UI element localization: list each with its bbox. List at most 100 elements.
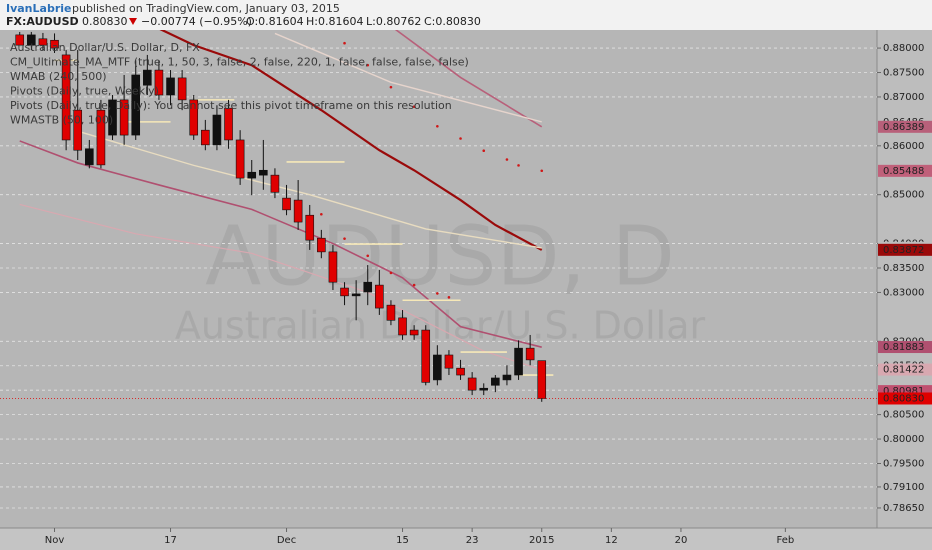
candle-body [27, 34, 36, 46]
plot [0, 30, 877, 509]
legend-entry: CM_Ultimate_MA_MTF (true, 1, 50, 3, fals… [10, 56, 469, 69]
candle-body [270, 174, 280, 193]
x-tick-label: Feb [776, 535, 794, 546]
candle-body [398, 317, 407, 336]
pivot-dot [389, 271, 393, 275]
candle-body [15, 34, 25, 46]
x-axis-bg [0, 528, 932, 550]
candle-body [96, 109, 106, 166]
plot-bg [0, 30, 877, 528]
candle-body [154, 69, 164, 96]
candle-body [247, 171, 257, 179]
x-tick-label: 23 [466, 535, 479, 546]
candle-body [433, 354, 442, 381]
candle-body [502, 374, 512, 381]
candle-body [293, 199, 303, 223]
symbol: FX:AUDUSD [6, 15, 79, 28]
pivot-dot [366, 254, 370, 258]
candle-body [212, 114, 222, 146]
legend-entry: Australian Dollar/U.S. Dollar, D, FX [10, 41, 200, 54]
watermark-symbol: AUDUSD, D [205, 209, 675, 304]
price-label: 0.80981 [883, 386, 924, 397]
ma-line [77, 130, 542, 249]
pivot-dot [540, 169, 544, 173]
legend-entry: WMASTB (50, 100) [10, 114, 113, 127]
candle-body [305, 214, 315, 241]
pivot-dot [366, 63, 370, 67]
x-tick-label: Dec [277, 535, 296, 546]
candle-body [189, 99, 199, 136]
price-label-bg [878, 341, 932, 354]
price-label: 0.83872 [883, 245, 924, 256]
y-tick-label: 0.80500 [883, 410, 924, 421]
candle-body [50, 39, 59, 49]
author[interactable]: IvanLabrie [6, 2, 71, 15]
y-tick-label: 0.83000 [883, 287, 924, 298]
candle-body [61, 54, 71, 141]
y-tick-label: 0.80000 [883, 434, 924, 445]
y-axis-bg [877, 30, 932, 528]
ma-line [394, 30, 543, 128]
y-tick-label: 0.86000 [883, 141, 924, 152]
open-text: O:0.81604 [246, 15, 304, 28]
x-tick-label: 12 [605, 535, 618, 546]
candle-body [85, 148, 94, 166]
y-tick-label: 0.85000 [883, 190, 924, 201]
watermark-name: Australian Dollar/U.S. Dollar [175, 304, 706, 348]
published: published on TradingView.com, January 03… [72, 2, 340, 15]
pivot-dot [482, 149, 486, 153]
candle-body [409, 329, 419, 336]
candle-body [386, 304, 396, 321]
price-label-bg [878, 120, 932, 133]
price-label: 0.85488 [883, 166, 924, 177]
candle-body [525, 347, 535, 361]
candle-body [108, 99, 117, 136]
ma-line [274, 32, 542, 123]
close-text: C:0.80830 [424, 15, 481, 28]
pivot-dot [517, 164, 520, 167]
legend-entry: WMAB (240, 500) [10, 70, 107, 83]
candle-body [143, 69, 152, 86]
pivot-dot [447, 296, 451, 299]
last-price: 0.80830 [82, 15, 128, 28]
pivot-dot [412, 105, 416, 109]
pivot-dot [320, 212, 323, 216]
price-label: 0.86389 [883, 122, 924, 133]
candle-body [491, 377, 500, 386]
price-label: 0.80830 [883, 393, 924, 404]
header-bg [0, 0, 932, 30]
x-tick-label: 2015 [529, 535, 554, 546]
price-label-bg [878, 392, 932, 405]
candle-body [456, 367, 465, 376]
pivot-dot [343, 41, 346, 45]
candle-body [467, 377, 477, 391]
candle-body [38, 38, 48, 46]
y-tick-label: 0.87000 [883, 92, 924, 103]
candle-body [201, 129, 210, 146]
candle-body [421, 329, 431, 383]
candle-body [351, 293, 361, 297]
candle-body [259, 169, 268, 176]
price-label: 0.81883 [883, 342, 924, 353]
price-label-bg [878, 363, 932, 376]
pivot-dot [343, 237, 346, 240]
high-text: H:0.81604 [306, 15, 363, 28]
x-tick-label: 15 [396, 535, 409, 546]
candle-body [166, 77, 175, 96]
candle-body [363, 281, 373, 293]
ma-line [159, 30, 543, 251]
candle-body [224, 107, 233, 141]
candle-body [73, 109, 83, 151]
x-tick-label: 20 [675, 535, 688, 546]
candle-body [177, 77, 187, 101]
candle-body [537, 360, 547, 399]
ma-line [19, 203, 542, 371]
x-tick-label: 17 [164, 535, 177, 546]
pivot-dot [436, 124, 439, 128]
y-tick-label: 0.87500 [883, 68, 924, 79]
candle-body [131, 74, 141, 136]
y-tick-label: 0.88000 [883, 43, 924, 54]
legend-entry: Pivots (Daily, true, Weekly) [10, 85, 159, 98]
y-tick-label: 0.78650 [883, 503, 924, 514]
